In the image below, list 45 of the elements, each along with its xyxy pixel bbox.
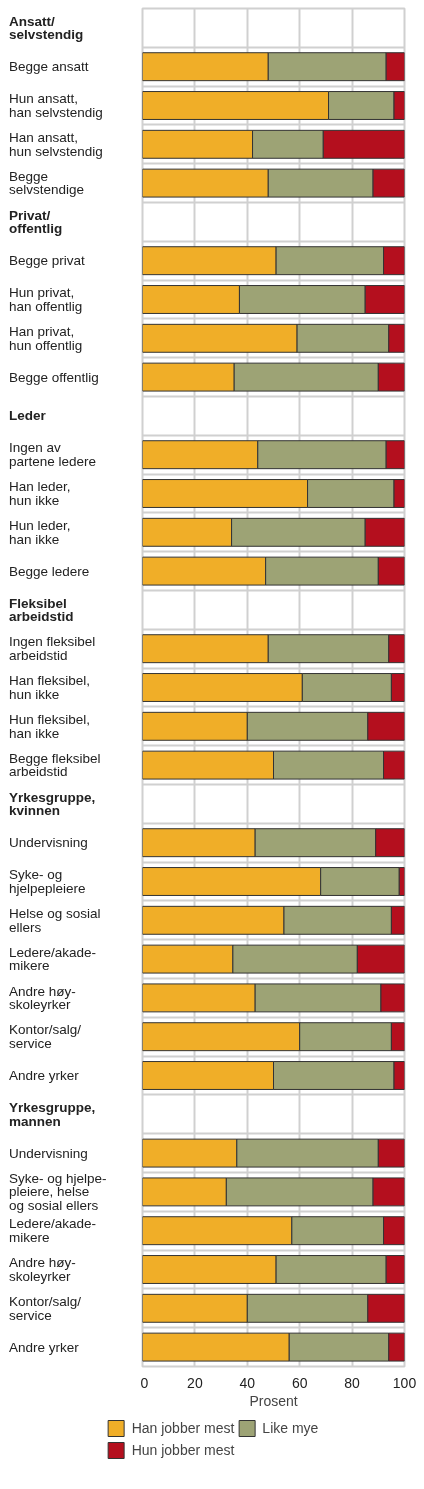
y-tick-label: Ansatt/ selvstendig	[8, 13, 84, 43]
y-tick-label: Undervisning	[8, 835, 88, 851]
y-tick-label: Begge offentlig	[8, 369, 99, 385]
y-tick-label: Hun fleksibel, han ikke	[8, 711, 90, 741]
legend-label: Han jobber mest	[131, 1420, 235, 1436]
y-tick-label: Ledere/akade- mikere	[8, 1216, 96, 1246]
y-tick-label: Yrkesgruppe, mannen	[8, 1099, 96, 1129]
x-tick-label: 80	[344, 1374, 361, 1391]
x-tick-label: 100	[392, 1374, 417, 1391]
y-tick-label: Yrkesgruppe, kvinnen	[8, 789, 96, 819]
y-tick-label: Han leder, hun ikke	[8, 479, 71, 508]
x-tick-label: 20	[187, 1374, 203, 1391]
y-tick-label: Han fleksibel, hun ikke	[8, 673, 90, 702]
y-tick-label: Undervisning	[8, 1145, 88, 1161]
y-tick-label: Kontor/salg/ service	[8, 1022, 82, 1052]
y-tick-label: Andre yrker	[8, 1339, 80, 1355]
y-tick-label: Ingen av partene ledere	[8, 440, 96, 470]
legend-label: Like mye	[262, 1420, 319, 1436]
y-tick-label: Begge selvstendige	[8, 168, 84, 198]
y-tick-label: Syke- og hjelpe- pleiere, helse og sosial ellers	[8, 1170, 107, 1214]
y-tick-label: Andre yrker	[8, 1068, 80, 1083]
y-tick-label: Begge privat	[8, 253, 85, 269]
x-axis-title: Prosent	[249, 1392, 298, 1409]
y-tick-label: Helse og sosial ellers	[8, 905, 101, 935]
y-tick-label: Han privat, hun offentlig	[8, 323, 83, 353]
x-tick-label: 0	[140, 1374, 149, 1391]
y-tick-label: Hun ansatt, han selvstendig	[8, 91, 103, 120]
y-tick-label: Hun privat, han offentlig	[8, 285, 83, 314]
legend-label: Hun jobber mest	[131, 1442, 235, 1458]
y-tick-label: Syke- og hjelpepleiere	[8, 867, 86, 896]
x-tick-label: 60	[291, 1374, 308, 1391]
x-tick-label: 40	[239, 1374, 256, 1391]
y-tick-label: Leder	[8, 408, 47, 424]
y-tick-label: Begge fleksibel arbeidstid	[8, 750, 101, 780]
y-tick-label: Andre høy- skoleyrker	[8, 983, 76, 1013]
y-tick-label: Begge ansatt	[8, 59, 89, 75]
y-tick-label: Hun leder, han ikke	[8, 517, 71, 547]
y-tick-label: Privat/ offentlig	[8, 207, 63, 237]
y-tick-label: Begge ledere	[8, 563, 90, 579]
y-tick-label: Kontor/salg/ service	[8, 1293, 82, 1323]
y-tick-label: Han ansatt, hun selvstendig	[8, 129, 103, 159]
y-tick-label: Ingen fleksibel arbeidstid	[8, 634, 96, 664]
y-tick-label: Ledere/akade- mikere	[8, 944, 96, 974]
y-tick-label: Andre høy- skoleyrker	[8, 1255, 76, 1284]
y-tick-label: Fleksibel arbeidstid	[8, 595, 74, 625]
